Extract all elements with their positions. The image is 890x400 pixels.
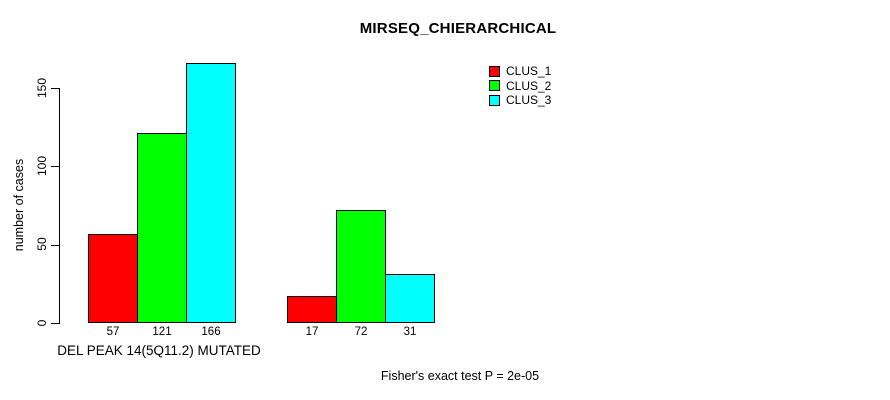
legend-row: CLUS_1 — [489, 64, 551, 79]
y-tick-mark — [51, 166, 59, 168]
bar-clus_1-group2 — [287, 296, 337, 323]
y-tick-label: 100 — [35, 155, 49, 176]
y-tick-mark — [51, 244, 59, 246]
legend-swatch-clus_3 — [489, 94, 500, 106]
y-tick-label: 50 — [35, 237, 49, 251]
legend-label: CLUS_2 — [506, 78, 552, 93]
legend-row: CLUS_3 — [489, 93, 551, 108]
legend-swatch-clus_1 — [489, 65, 500, 77]
y-tick-mark — [51, 88, 59, 89]
bar-value-label: 166 — [201, 326, 221, 338]
bar-clus_1-group1 — [88, 233, 138, 323]
x-axis-label: DEL PEAK 14(5Q11.2) MUTATED — [57, 343, 261, 358]
y-axis-title: number of cases — [12, 158, 26, 252]
bar-value-label: 121 — [152, 326, 172, 338]
bar-clus_2-group2 — [336, 210, 386, 323]
legend-label: CLUS_3 — [506, 93, 552, 108]
legend: CLUS_1 CLUS_2 CLUS_3 — [489, 64, 551, 108]
bar-value-label: 72 — [354, 326, 368, 338]
fisher-test-footnote: Fisher's exact test P = 2e-05 — [380, 369, 540, 383]
chart-title: MIRSEQ_CHIERARCHICAL — [359, 20, 557, 37]
bar-clus_3-group1 — [186, 62, 236, 323]
y-tick-mark — [51, 323, 59, 324]
bar-value-label: 31 — [403, 326, 417, 338]
bar-value-label: 57 — [106, 326, 120, 338]
legend-row: CLUS_2 — [489, 79, 551, 94]
y-axis-line — [59, 88, 60, 324]
legend-label: CLUS_1 — [506, 64, 552, 79]
bar-value-label: 17 — [305, 326, 319, 338]
y-tick-label: 150 — [35, 77, 49, 98]
bar-clus_3-group2 — [385, 274, 435, 323]
legend-swatch-clus_2 — [489, 80, 500, 92]
bar-clus_2-group1 — [137, 133, 187, 323]
